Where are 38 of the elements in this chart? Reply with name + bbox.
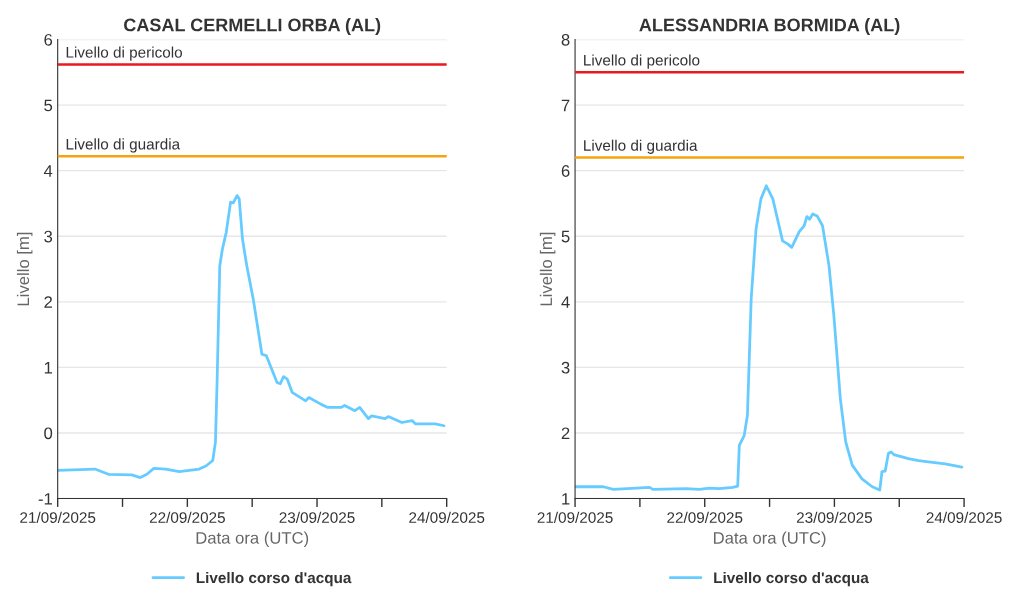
y-tick-label: 2 <box>44 296 52 308</box>
x-tick-label: 21/09/2025 <box>537 511 613 523</box>
y-tick-label: 8 <box>561 33 570 46</box>
y-tick-label: 3 <box>561 361 570 374</box>
x-axis-title: Data ora (UTC) <box>713 531 826 548</box>
y-tick-label: 3 <box>44 230 53 243</box>
y-tick-label: 7 <box>561 99 570 112</box>
x-axis-title: Data ora (UTC) <box>196 531 309 548</box>
ref-line-label: Livello di guardia <box>584 139 698 154</box>
x-tick-label: 22/09/2025 <box>149 511 225 523</box>
y-axis-title: Livello [m] <box>16 232 33 306</box>
chart-title: ALESSANDRIA BORMIDA (AL) <box>639 18 900 35</box>
x-tick-label: 23/09/2025 <box>796 511 872 523</box>
line-series <box>575 184 964 492</box>
y-tick-label: 6 <box>561 165 570 177</box>
x-tick-label: 24/09/2025 <box>926 511 1002 523</box>
y-tick-label: 1 <box>44 361 53 374</box>
y-tick-label: 1 <box>562 493 570 505</box>
ref-line-label: Livello di guardia <box>66 138 181 153</box>
ref-line-label: Livello di pericolo <box>584 54 700 69</box>
x-tick-label: 23/09/2025 <box>279 511 355 523</box>
y-tick-label: 0 <box>44 427 53 440</box>
y-tick-label: 4 <box>561 296 570 308</box>
x-tick-label: 22/09/2025 <box>667 511 743 523</box>
legend-label: Livello corso d'acqua <box>714 571 869 587</box>
ref-line-label: Livello di pericolo <box>66 46 183 61</box>
x-tick-label: 21/09/2025 <box>20 511 96 523</box>
x-tick-label: 24/09/2025 <box>409 511 485 523</box>
y-axis-title: Livello [m] <box>539 232 556 306</box>
chart-title: CASAL CERMELLI ORBA (AL) <box>124 18 381 35</box>
y-tick-label: 5 <box>44 99 53 112</box>
y-tick-label: 4 <box>43 165 53 177</box>
y-tick-label: 6 <box>44 33 53 46</box>
y-tick-label: 5 <box>561 230 570 243</box>
y-tick-label: -1 <box>38 493 53 505</box>
legend-label: Livello corso d'acqua <box>196 571 352 587</box>
y-tick-label: 2 <box>561 427 570 440</box>
line-series <box>57 194 446 479</box>
